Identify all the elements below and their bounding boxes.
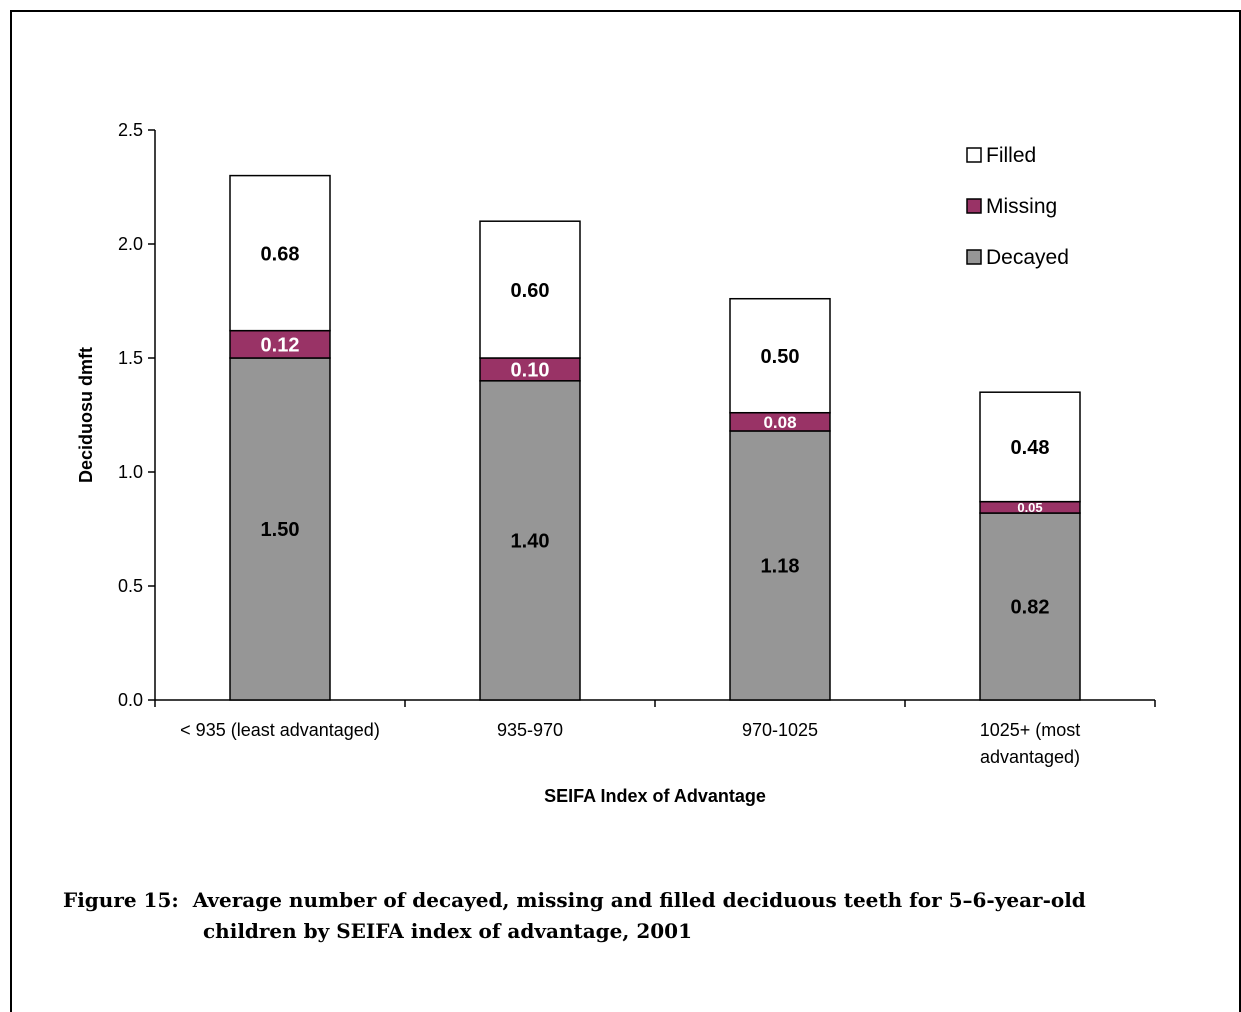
bar-decayed: [229, 357, 331, 701]
y-tick-label: 1.5: [118, 348, 143, 368]
y-tick-label: 0.0: [118, 690, 143, 710]
data-label-missing: 0.08: [763, 413, 796, 432]
data-label-decayed: 1.40: [511, 531, 550, 553]
data-label-filled: 0.68: [261, 243, 300, 265]
x-tick-label: 1025+ (most: [980, 720, 1081, 740]
legend-swatch-filled: [966, 147, 982, 163]
data-label-filled: 0.48: [1011, 437, 1050, 459]
x-tick-label: < 935 (least advantaged): [180, 720, 380, 740]
plot-area: 0.0 0.5 1.0 1.5 2.0 2.5 1.50 0.12 0.68 < 935 (lea…: [118, 120, 1156, 767]
bar-missing: [229, 329, 331, 359]
y-tick-label: 0.5: [118, 576, 143, 596]
caption-number: Figure 15:: [63, 888, 179, 912]
caption-line-2: children by SEIFA index of advantage, 20…: [203, 919, 692, 943]
y-axis-title: Deciduosu dmft: [76, 347, 96, 483]
x-axis-title: SEIFA Index of Advantage: [544, 786, 766, 806]
bar-decayed: [979, 512, 1081, 701]
legend-label-filled: Filled: [986, 144, 1036, 167]
x-tick-label: 970-1025: [742, 720, 818, 740]
legend-label-missing: Missing: [986, 195, 1057, 218]
bar-filled: [479, 220, 581, 359]
x-tick-label: 935-970: [497, 720, 563, 740]
figure-frame: [10, 10, 1241, 1012]
bar-filled: [229, 174, 331, 332]
legend: Filled Missing Decayed: [966, 144, 1069, 269]
bar-filled: [729, 297, 831, 414]
legend-swatch-missing: [966, 198, 982, 214]
bar-decayed: [729, 430, 831, 701]
bar-decayed: [479, 380, 581, 701]
stacked-bar-chart: 0.0 0.5 1.0 1.5 2.0 2.5 1.50 0.12 0.68 < 935 (lea…: [76, 120, 1156, 806]
bar-filled: [979, 391, 1081, 503]
data-label-decayed: 1.18: [761, 556, 800, 578]
data-label-filled: 0.60: [511, 280, 550, 302]
legend-label-decayed: Decayed: [986, 246, 1069, 269]
data-label-decayed: 0.82: [1011, 597, 1050, 619]
data-label-filled: 0.50: [761, 346, 800, 368]
y-tick-label: 2.0: [118, 234, 143, 254]
data-label-missing: 0.12: [261, 335, 300, 357]
data-label-decayed: 1.50: [261, 519, 300, 541]
data-label-missing: 0.05: [1017, 500, 1042, 515]
figure-caption: Figure 15: Average number of decayed, mi…: [63, 885, 1213, 947]
caption-line-1: Average number of decayed, missing and f…: [192, 888, 1086, 912]
data-label-missing: 0.10: [511, 360, 550, 382]
y-tick-label: 2.5: [118, 120, 143, 140]
legend-swatch-decayed: [966, 249, 982, 265]
y-tick-label: 1.0: [118, 462, 143, 482]
x-tick-label: advantaged): [980, 747, 1080, 767]
